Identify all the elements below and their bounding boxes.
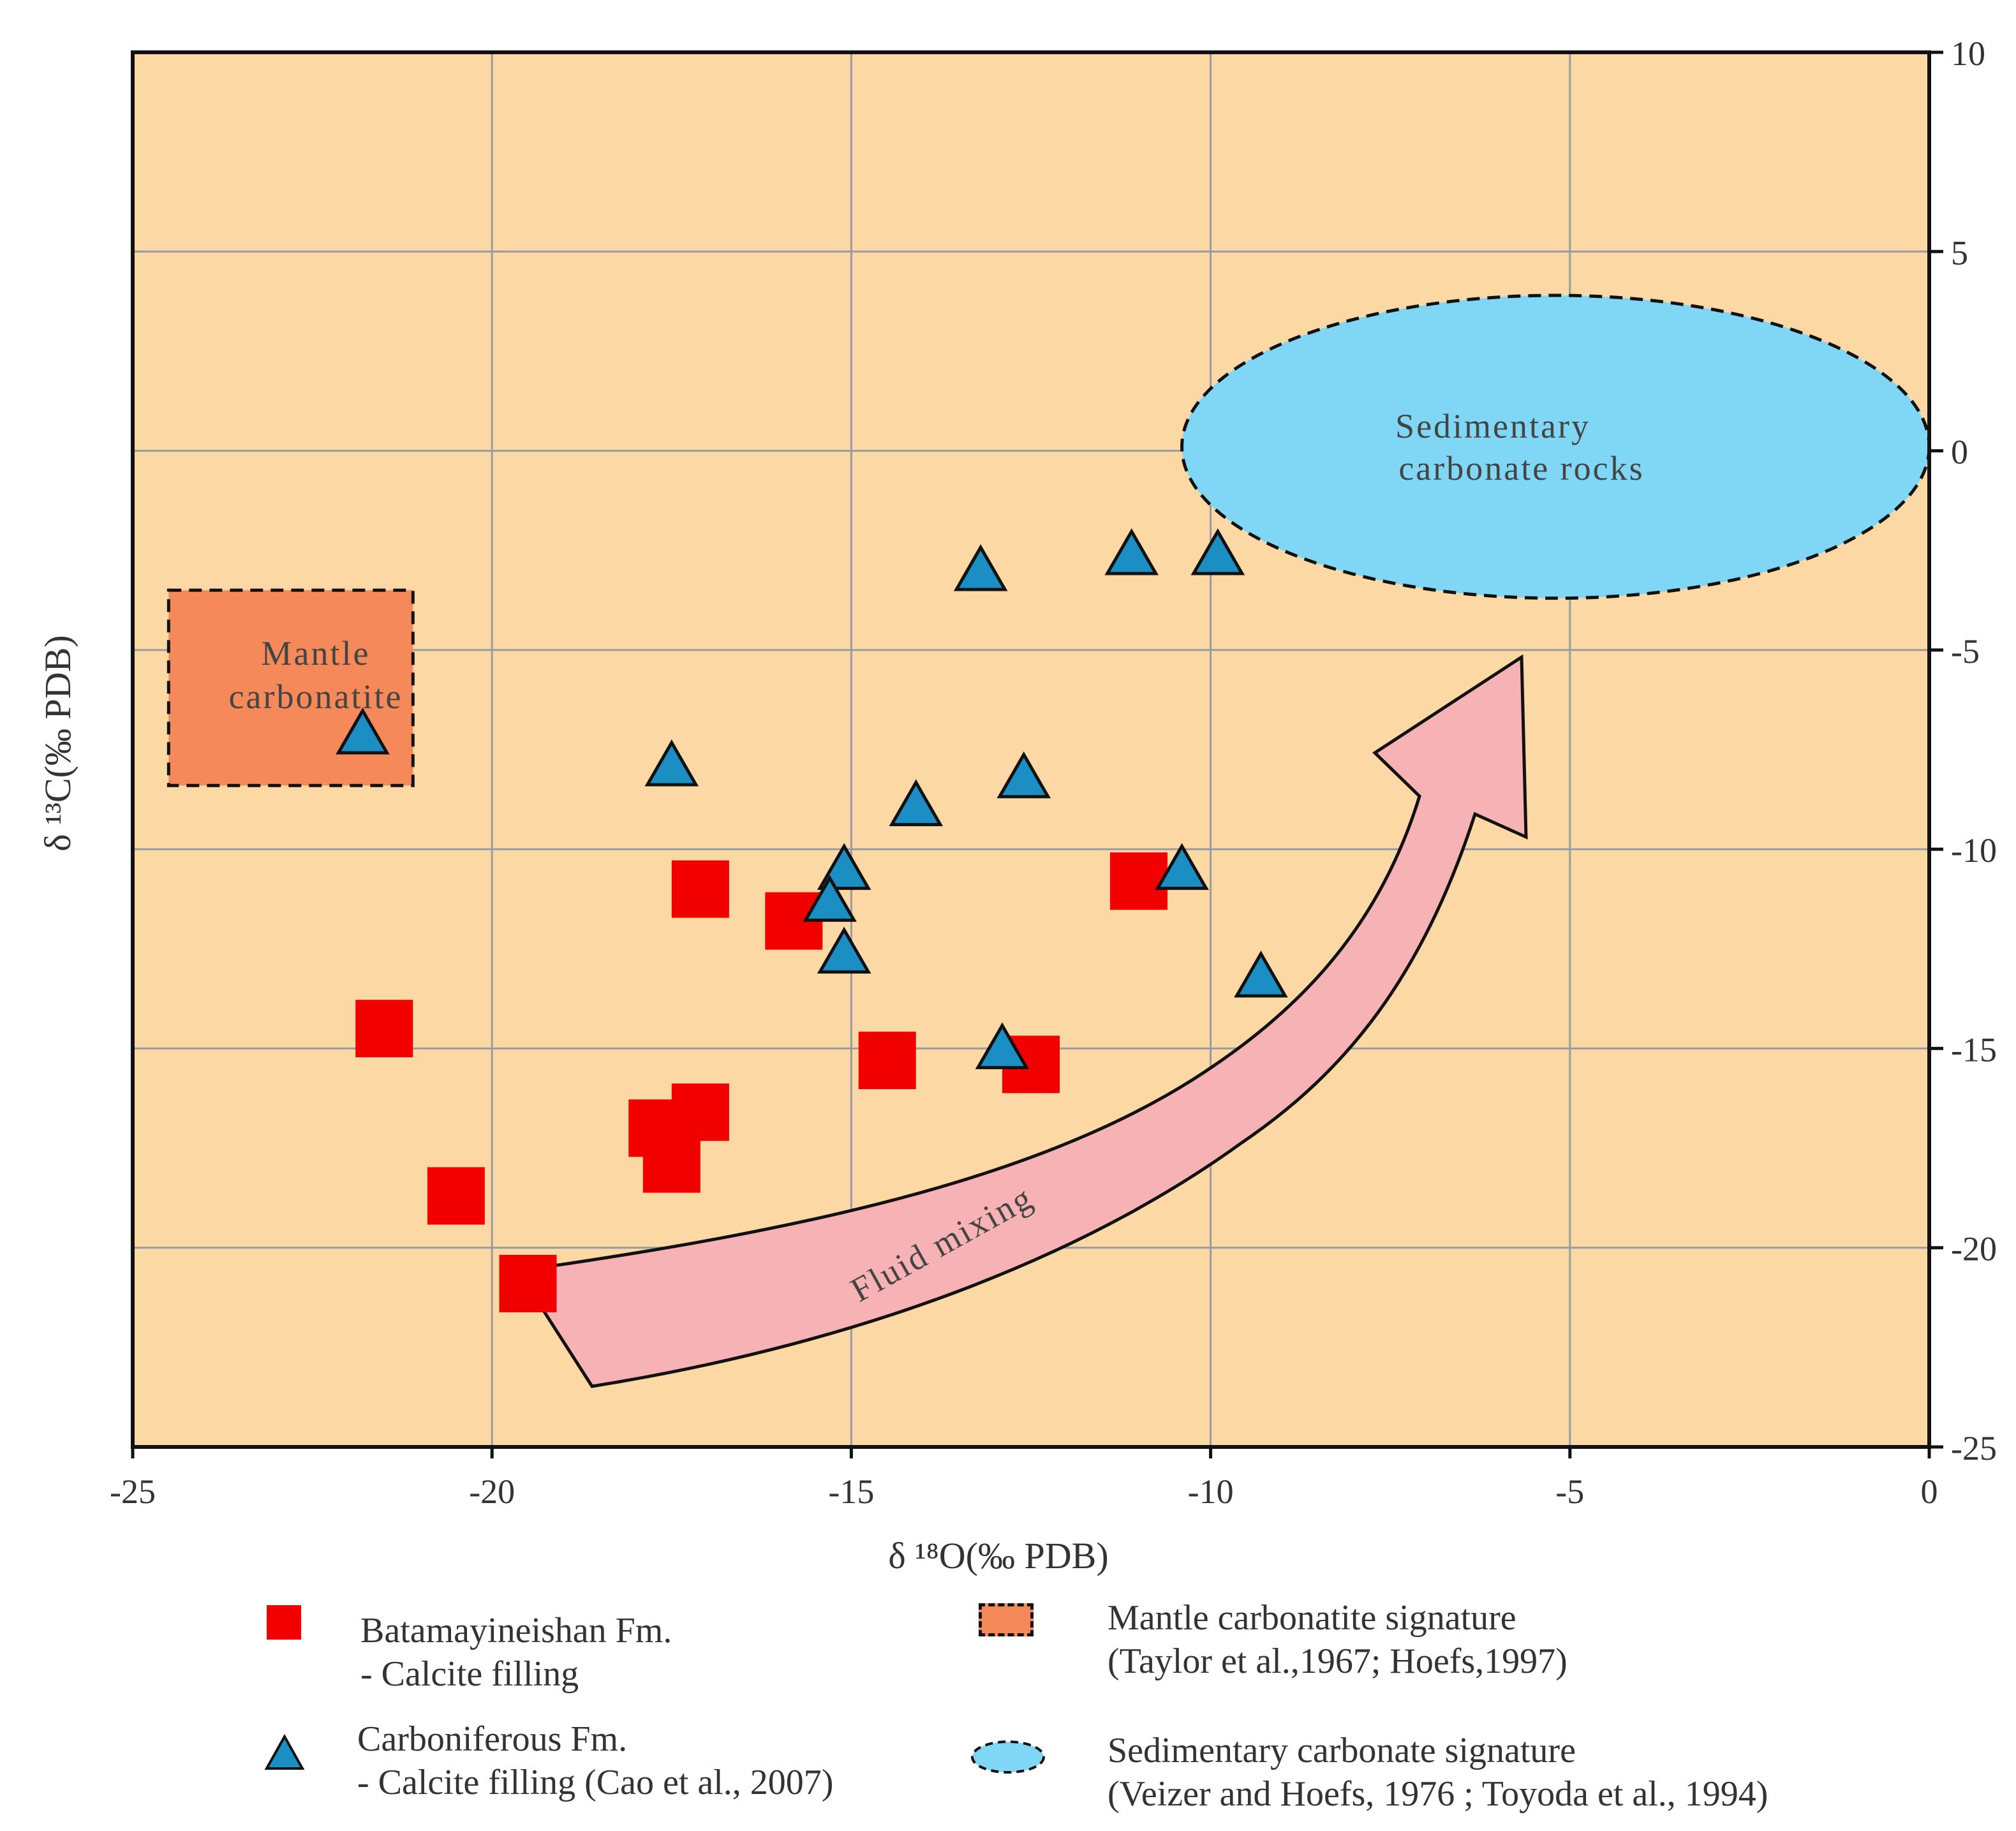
carboniferous-point (817, 926, 871, 974)
batamayineishan-point (355, 1000, 413, 1058)
x-tick-label: -5 (1555, 1472, 1584, 1511)
legend-mantle-line1: Mantle carbonatite signature (1108, 1598, 1516, 1638)
sediment-label-line2: carbonate rocks (1398, 449, 1644, 487)
data-points (336, 528, 1288, 1312)
batamayineishan-point (642, 1135, 700, 1193)
carboniferous-point (1234, 950, 1288, 998)
y-axis-label: δ ¹³C(‰ PDB) (37, 635, 78, 851)
y-tick-label: 0 (1951, 433, 1968, 471)
y-tick-label: 10 (1951, 34, 1985, 73)
plot-frame (131, 50, 1931, 1449)
mantle-label-line2: carbonatite (229, 678, 403, 716)
batamayineishan-point (1109, 852, 1167, 910)
legend-carboniferous-line2: - Calcite filling (Cao et al., 2007) (357, 1763, 834, 1802)
sedimentary-carbonate-region (1180, 293, 1931, 600)
carboniferous-point (336, 708, 390, 755)
carboniferous-point (997, 751, 1051, 799)
x-tick-label: -25 (110, 1472, 156, 1511)
legend-mantle-box-icon (979, 1603, 1034, 1636)
signature-regions (167, 293, 1931, 787)
axis-ticks: -25 -20 -15 -10 -5 0 10 5 0 -5 -10 -15 -20 -25 (110, 34, 1997, 1511)
mantle-label-line1: Mantle (262, 634, 371, 672)
carboniferous-point (817, 843, 871, 890)
y-tick-label: -10 (1951, 831, 1997, 870)
carboniferous-point (889, 779, 944, 826)
carboniferous-point (953, 544, 1008, 591)
legend-batamayineishan-line2: - Calcite filling (360, 1654, 579, 1694)
legend-sedimentary-line2: (Veizer and Hoefs, 1976 ; Toyoda et al.,… (1108, 1774, 1768, 1814)
y-tick-label: 5 (1951, 234, 1968, 272)
carboniferous-point (1190, 528, 1245, 575)
x-tick-label: -20 (469, 1472, 515, 1511)
legend-mantle-line2: (Taylor et al.,1967; Hoefs,1997) (1108, 1642, 1568, 1681)
carboniferous-point (975, 1022, 1030, 1069)
sediment-label-line1: Sedimentary (1395, 407, 1590, 445)
x-tick-label: -15 (828, 1472, 874, 1511)
legend-square-icon (267, 1605, 301, 1640)
x-tick-label: 0 (1921, 1472, 1938, 1511)
batamayineishan-point (499, 1254, 557, 1312)
carboniferous-point (1104, 528, 1159, 575)
y-tick-label: -5 (1951, 632, 1980, 671)
fluid-mixing-arrow-shape (515, 654, 1528, 1388)
x-tick-label: -10 (1188, 1472, 1234, 1511)
x-axis-label: δ ¹⁸O(‰ PDB) (888, 1535, 1108, 1576)
batamayineishan-point (671, 860, 729, 918)
scatter-plot: -25 -20 -15 -10 -5 0 10 5 0 -5 -10 -15 -20 -25 Mantle… (37, 34, 1997, 1576)
legend-batamayineishan-line1: Batamayineishan Fm. (360, 1611, 672, 1650)
carboniferous-point (803, 875, 857, 922)
legend-carboniferous-line1: Carboniferous Fm. (357, 1719, 628, 1759)
carboniferous-point (644, 739, 699, 787)
batamayineishan-point (858, 1032, 916, 1090)
y-tick-label: -15 (1951, 1030, 1997, 1069)
y-tick-label: -20 (1951, 1230, 1997, 1268)
batamayineishan-point (427, 1167, 485, 1225)
carboniferous-point (1155, 843, 1209, 890)
legend-sedimentary-line1: Sedimentary carbonate signature (1108, 1731, 1576, 1770)
fluid-mixing-arrow (515, 654, 1528, 1388)
legend-triangle-icon (264, 1734, 305, 1770)
batamayineishan-point (671, 1083, 729, 1141)
legend-ellipse-icon (971, 1740, 1045, 1774)
y-tick-label: -25 (1951, 1429, 1997, 1467)
